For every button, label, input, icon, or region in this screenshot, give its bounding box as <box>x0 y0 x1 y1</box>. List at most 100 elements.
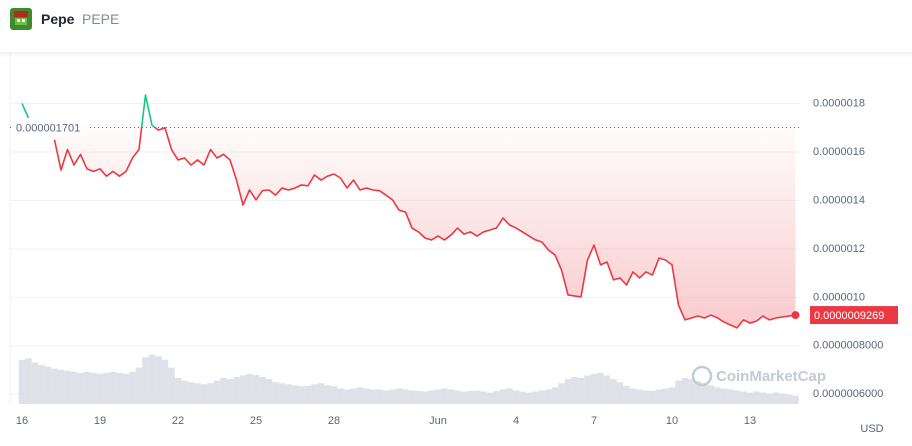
volume-bar <box>421 391 429 404</box>
x-tick-label: 7 <box>591 415 597 427</box>
volume-bar <box>772 392 780 404</box>
y-tick-label: 0.0000008000 <box>813 340 883 352</box>
volume-bar <box>77 372 84 404</box>
volume-bar <box>447 389 455 404</box>
y-tick-label: 0.0000012 <box>813 243 865 255</box>
volume-bar <box>369 389 377 404</box>
volume-bar <box>337 388 344 404</box>
x-tick-label: 10 <box>666 415 678 427</box>
volume-bar <box>616 382 624 404</box>
volume-bar <box>356 387 364 404</box>
volume-bar <box>675 380 682 404</box>
volume-bar <box>701 383 708 404</box>
volume-bar <box>649 391 656 404</box>
volume-bar <box>506 388 513 404</box>
current-price-dot <box>791 311 800 320</box>
volume-bar <box>194 383 201 404</box>
volume-bar <box>740 391 747 404</box>
volume-bar <box>298 386 305 404</box>
volume-bar <box>688 379 695 404</box>
volume-bar <box>142 357 149 404</box>
volume-bar <box>96 373 104 404</box>
coin-symbol: PEPE <box>82 11 120 27</box>
header: Pepe PEPE <box>0 0 912 53</box>
volume-bar <box>57 369 65 404</box>
label-layer: 0.000001701 0.0000009269 <box>13 119 898 325</box>
area-fill <box>54 127 796 328</box>
volume-bar <box>252 374 260 404</box>
volume-bar <box>161 359 169 404</box>
x-tick-label: 16 <box>16 415 28 427</box>
volume-bar <box>662 388 669 404</box>
volume-bar <box>246 373 253 404</box>
y-tick-label: 0.0000014 <box>813 194 865 206</box>
volume-layer <box>18 354 799 404</box>
volume-bar <box>291 385 299 404</box>
x-tick-label: 22 <box>172 415 184 427</box>
volume-bar <box>727 389 734 404</box>
volume-bar <box>623 385 630 404</box>
volume-bar <box>564 379 572 404</box>
volume-bar <box>402 389 409 404</box>
volume-bar <box>681 378 689 404</box>
line-layer <box>21 94 796 329</box>
volume-bar <box>174 378 182 404</box>
volume-bar <box>597 372 604 404</box>
volume-bar <box>278 383 286 404</box>
volume-bar <box>441 388 448 404</box>
volume-bar <box>408 390 416 404</box>
volume-bar <box>766 393 773 404</box>
volume-bar <box>415 391 422 404</box>
x-tick-label: 19 <box>94 415 106 427</box>
volume-bar <box>577 378 585 404</box>
volume-bar <box>467 391 474 404</box>
currency-label: USD <box>860 423 883 435</box>
volume-bar <box>558 383 565 404</box>
volume-bar <box>629 388 637 404</box>
current-price-badge <box>810 306 898 325</box>
volume-bar <box>376 389 383 404</box>
area-layer <box>22 127 796 328</box>
y-tick-label: 0.0000016 <box>813 146 865 158</box>
baseline-label: 0.000001701 <box>16 122 80 134</box>
volume-bar <box>668 387 676 404</box>
volume-bar <box>460 391 468 404</box>
volume-bar <box>753 391 760 404</box>
price-line-up <box>21 103 30 119</box>
volume-bar <box>525 392 533 404</box>
watermark-logo <box>691 365 713 387</box>
volume-bar <box>259 376 266 404</box>
volume-bar <box>707 385 715 404</box>
watermark: CoinMarketCap <box>691 365 826 387</box>
volume-bar <box>493 391 500 404</box>
volume-bar <box>44 366 52 404</box>
volume-bar <box>545 389 552 404</box>
volume-bar <box>512 390 520 404</box>
volume-bar <box>480 391 487 404</box>
current-price-label: 0.0000009269 <box>814 310 884 322</box>
volume-bar <box>636 389 643 404</box>
volume-bar <box>389 389 396 404</box>
volume-bar <box>70 371 78 404</box>
volume-bar <box>168 367 175 404</box>
volume-bar <box>25 358 32 404</box>
volume-bar <box>642 390 650 404</box>
volume-bar <box>207 383 214 404</box>
volume-bar <box>90 372 97 404</box>
volume-bar <box>135 367 143 404</box>
x-tick-label: 28 <box>328 415 340 427</box>
volume-bar <box>350 388 357 404</box>
volume-bar <box>486 392 494 404</box>
volume-bar <box>343 389 351 404</box>
volume-bar <box>155 356 162 404</box>
volume-bar <box>220 378 227 404</box>
x-tick-label: 4 <box>513 415 519 427</box>
volume-bar <box>519 391 526 404</box>
volume-bar <box>181 380 188 404</box>
volume-bar <box>571 376 578 404</box>
volume-bar <box>122 373 130 404</box>
volume-bar <box>551 387 559 404</box>
volume-bar <box>746 392 754 404</box>
volume-bar <box>499 389 507 404</box>
